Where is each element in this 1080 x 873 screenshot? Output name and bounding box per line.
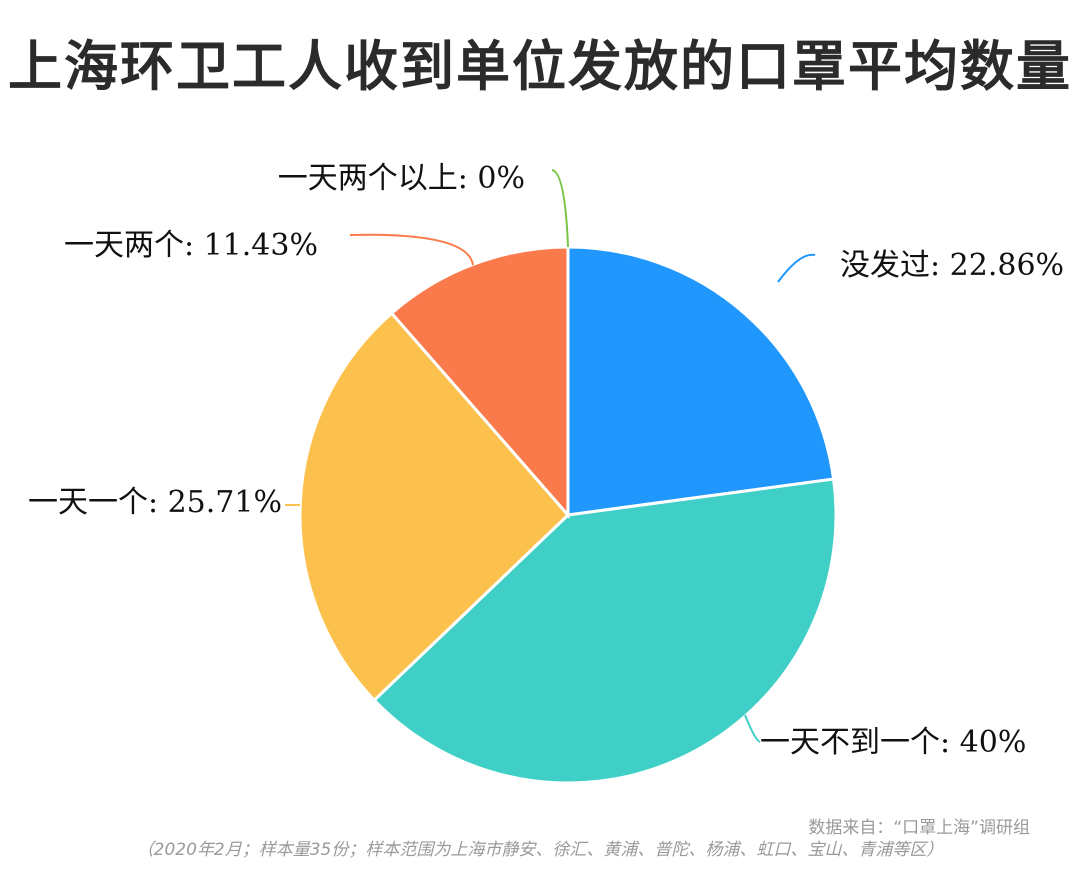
chart-title: 上海环卫工人收到单位发放的口罩平均数量 [8,35,1072,98]
slice-label-2: 一天一个: 25.71% [28,485,282,520]
pie-slice-2 [298,311,571,703]
slice-label-3: 一天两个: 11.43% [64,228,318,263]
leader-line-3 [349,233,474,266]
slice-label-4: 一天两个以上: 0% [278,161,525,196]
leader-line-1 [744,714,761,743]
slice-label-0: 没发过: 22.86% [840,248,1064,283]
sample-note: （2020年2月；样本量35份；样本范围为上海市静安、徐汇、黄浦、普陀、杨浦、虹… [136,840,944,860]
leader-line-0 [777,253,816,283]
leader-line-4 [551,169,569,248]
data-source: 数据来自：“口罩上海”调研组 [808,818,1030,838]
pie-slice-1 [372,477,838,785]
slice-label-1: 一天不到一个: 40% [760,725,1026,760]
pie-slice-0 [566,245,836,517]
